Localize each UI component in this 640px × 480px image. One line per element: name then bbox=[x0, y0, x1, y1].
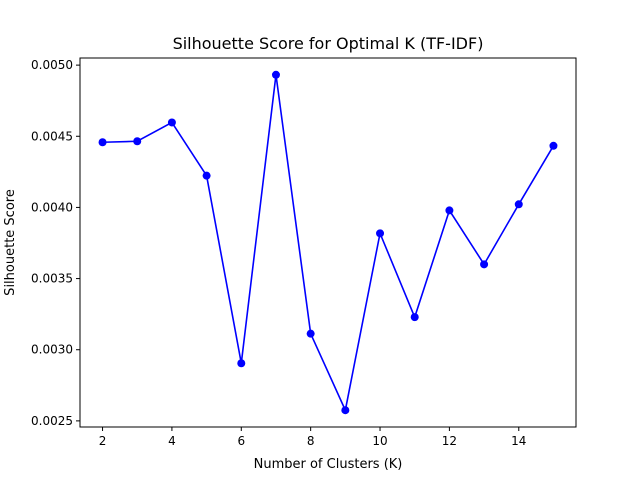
data-point bbox=[202, 171, 211, 180]
data-point bbox=[445, 206, 454, 215]
data-point bbox=[306, 329, 315, 338]
x-tick-label: 10 bbox=[372, 434, 387, 448]
series-line bbox=[102, 74, 555, 413]
y-tick-label: 0.0040 bbox=[31, 200, 73, 214]
data-point bbox=[410, 313, 419, 322]
data-point bbox=[271, 70, 280, 79]
plot-area: 2 4 6 8 10 12 14 0.0025 0.0030 0.0035 0.0040 0.0045… bbox=[31, 58, 558, 448]
x-tick-label: 8 bbox=[307, 434, 315, 448]
x-tick-label: 12 bbox=[442, 434, 457, 448]
y-tick-label: 0.0025 bbox=[31, 414, 73, 428]
y-axis-label: Silhouette Score bbox=[3, 189, 18, 296]
x-axis-label: Number of Clusters (K) bbox=[254, 457, 403, 472]
data-point bbox=[514, 200, 523, 209]
data-point bbox=[549, 141, 558, 150]
data-point bbox=[480, 260, 489, 269]
x-tick-label: 6 bbox=[237, 434, 245, 448]
y-tick-label: 0.0030 bbox=[31, 343, 73, 357]
y-tick-label: 0.0035 bbox=[31, 272, 73, 286]
axes-frame bbox=[79, 57, 577, 428]
data-point bbox=[98, 138, 107, 147]
y-tick-label: 0.0050 bbox=[31, 58, 73, 72]
x-tick-label: 14 bbox=[511, 434, 526, 448]
chart-title: Silhouette Score for Optimal K (TF-IDF) bbox=[173, 34, 484, 53]
x-tick-label: 4 bbox=[168, 434, 176, 448]
data-point bbox=[237, 359, 246, 368]
data-point bbox=[167, 118, 176, 127]
data-point bbox=[376, 229, 385, 238]
data-point bbox=[133, 137, 142, 146]
x-tick-label: 2 bbox=[99, 434, 107, 448]
data-point bbox=[341, 406, 350, 415]
y-tick-label: 0.0045 bbox=[31, 129, 73, 143]
